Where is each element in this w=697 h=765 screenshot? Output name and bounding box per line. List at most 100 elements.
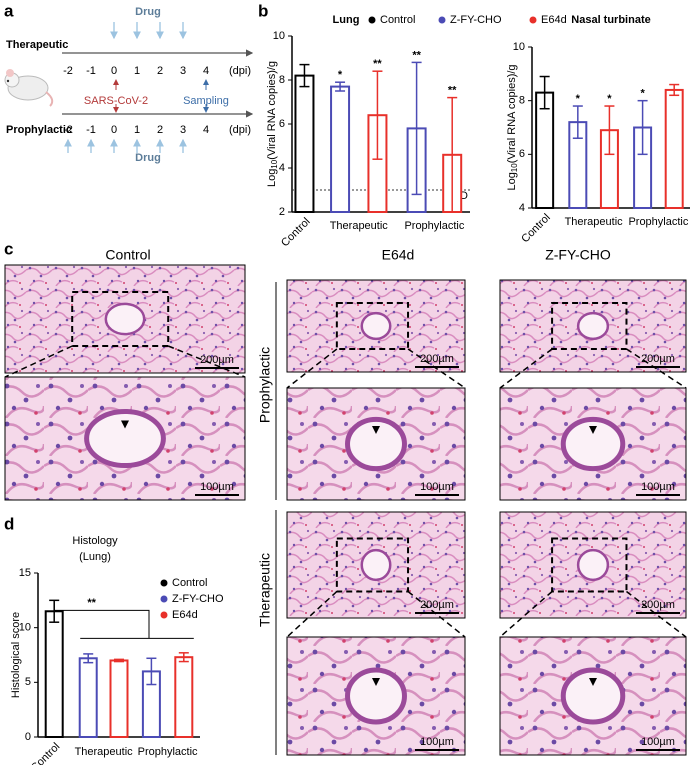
y-tick-label: 15: [19, 567, 31, 579]
arrowhead: [589, 426, 597, 434]
zoom-box: [71, 291, 170, 347]
airway: [576, 311, 610, 341]
scale-label: 100µm: [641, 736, 675, 748]
sampling-label: Sampling: [183, 95, 229, 107]
day-label: 0: [111, 124, 117, 136]
histology-score-chart: 0 5 10 15 Histology (Lung) Histological score C…: [10, 535, 224, 765]
legend-marker: [160, 579, 168, 587]
group-label: Therapeutic: [75, 746, 134, 758]
legend-label: Z-FY-CHO: [172, 593, 224, 605]
y-label-part: (Viral RNA copies)/g: [266, 61, 278, 160]
day-label: 3: [180, 124, 186, 136]
significance: **: [412, 49, 421, 61]
day-label: 3: [180, 65, 186, 77]
timeline-diagram: Therapeutic Prophylactic Drug Drug SARS-…: [4, 6, 254, 164]
y-axis-label: Log10(Viral RNA copies)/g: [506, 64, 519, 190]
scale-label: 200µm: [200, 354, 234, 366]
zoom-connector: [4, 345, 73, 378]
airway: [560, 416, 626, 472]
legend-label: E64d: [541, 14, 567, 26]
arrowhead: [121, 420, 129, 429]
y-axis-label: Histological score: [10, 612, 22, 698]
y-tick-label: 10: [273, 30, 285, 42]
scale-label: 200µm: [641, 599, 675, 611]
zoom-connector: [499, 348, 553, 389]
bar: [174, 656, 194, 738]
y-tick-label: 4: [519, 202, 525, 214]
arrowhead: [589, 678, 597, 686]
day-label: 4: [203, 124, 209, 136]
day-label: 2: [157, 124, 163, 136]
y-label-part: 10: [270, 159, 279, 168]
legend-marker: [160, 611, 168, 619]
significance-bracket: [53, 602, 194, 639]
row-label: Prophylactic: [257, 347, 273, 423]
y-label-part: (Viral RNA copies)/g: [506, 64, 518, 163]
bracket-label: **: [87, 597, 96, 609]
legend-marker: [368, 16, 376, 24]
day-label: 4: [203, 65, 209, 77]
chart-title: Lung: [333, 14, 360, 26]
bar: [78, 657, 98, 739]
panel-label: a: [4, 1, 14, 20]
column-label: Z-FY-CHO: [545, 247, 611, 263]
row-label: Prophylactic: [6, 124, 72, 136]
zoom-connector: [407, 590, 466, 638]
zoom-connector: [286, 590, 338, 638]
y-label-part: Log: [266, 169, 278, 187]
day-label: -1: [86, 65, 96, 77]
airway: [84, 408, 166, 469]
bar: [109, 659, 129, 739]
panel-label: c: [4, 239, 13, 258]
scale-label: 100µm: [200, 481, 234, 493]
bar: [294, 74, 315, 213]
panel-label: b: [258, 1, 268, 20]
bar: [330, 85, 351, 213]
panel-label: d: [4, 514, 14, 533]
airway: [560, 667, 626, 725]
day-label: -1: [86, 124, 96, 136]
zoom-connector: [407, 348, 466, 389]
group-label: Prophylactic: [404, 220, 464, 232]
unit-label: (dpi): [229, 65, 251, 77]
significance: **: [373, 58, 382, 70]
zoom-box: [551, 537, 628, 593]
y-axis-label: Log10(Viral RNA copies)/g: [266, 61, 279, 187]
legend-marker: [160, 595, 168, 603]
scale-label: 200µm: [641, 353, 675, 365]
x-tick-label: Control: [29, 741, 63, 765]
significance: *: [607, 93, 612, 105]
airway: [576, 548, 610, 582]
day-label: -2: [63, 65, 73, 77]
legend-marker: [529, 16, 537, 24]
day-label: -2: [63, 124, 73, 136]
y-tick-label: 10: [19, 622, 31, 634]
group-label: Prophylactic: [628, 216, 688, 228]
significance: *: [640, 88, 645, 100]
bar: [44, 610, 64, 738]
bar: [664, 88, 684, 209]
x-tick-label: Control: [279, 216, 313, 250]
zoom-box: [335, 537, 410, 593]
airway: [345, 667, 407, 725]
y-tick-label: 4: [279, 162, 285, 174]
legend-label: Control: [172, 577, 207, 589]
y-tick-label: 6: [279, 118, 285, 130]
column-label: Control: [105, 247, 150, 263]
zoom-connector: [626, 348, 687, 389]
histology-panel: Control E64d Z-FY-CHO Prophylactic Thera…: [4, 247, 687, 756]
scale-label: 100µm: [641, 481, 675, 493]
group-label: Prophylactic: [138, 746, 198, 758]
day-label: 2: [157, 65, 163, 77]
day-label: 1: [134, 65, 140, 77]
group-label: Therapeutic: [565, 216, 624, 228]
y-tick-label: 5: [25, 676, 31, 688]
legend-label: E64d: [172, 609, 198, 621]
zoom-connector: [499, 590, 553, 638]
unit-label: (dpi): [229, 124, 251, 136]
significance: **: [448, 85, 457, 97]
chart-subtitle: (Lung): [79, 551, 111, 563]
row-label: Therapeutic: [257, 553, 273, 627]
